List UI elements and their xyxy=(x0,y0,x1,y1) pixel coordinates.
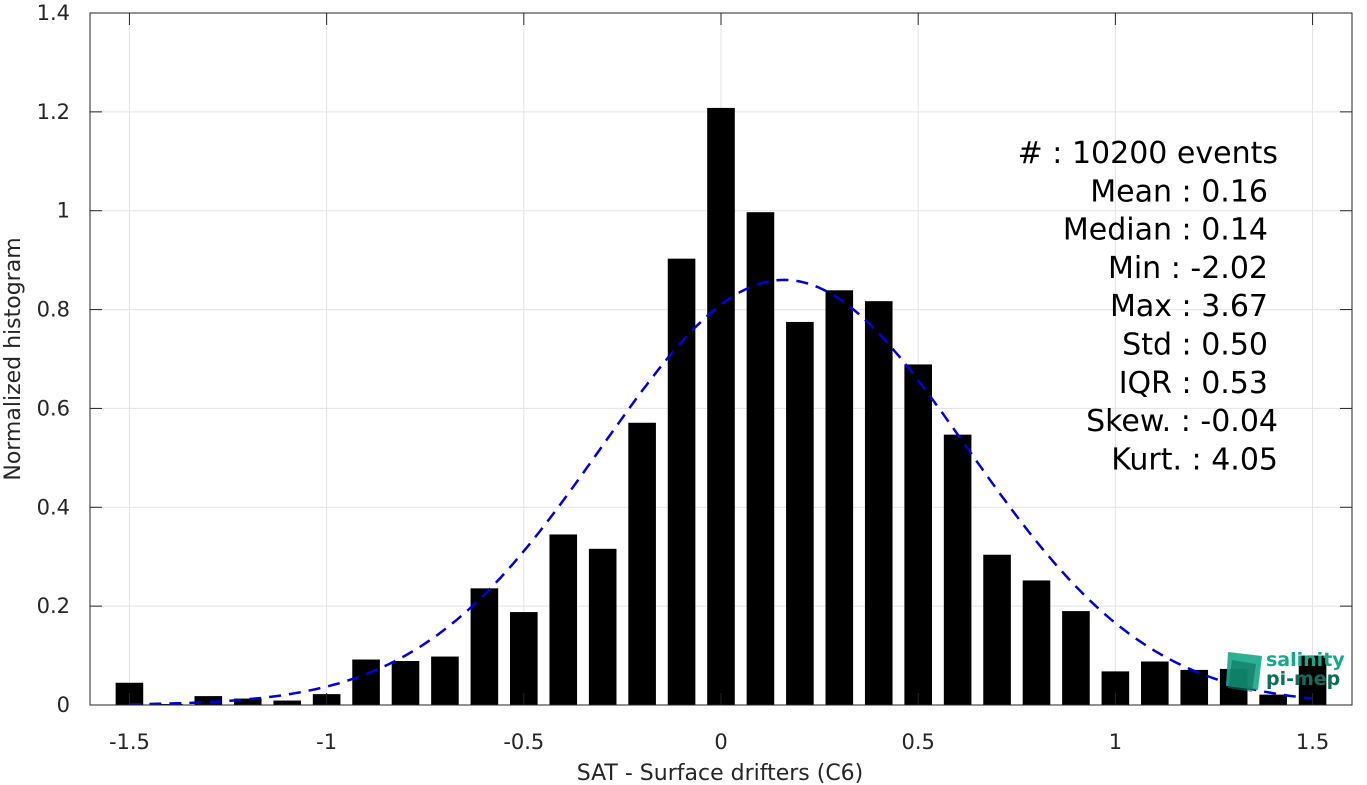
stat-line: Mean : 0.16 xyxy=(1090,174,1268,209)
y-tick-label: 0 xyxy=(57,693,70,717)
stat-line: IQR : 0.53 xyxy=(1119,366,1268,401)
y-tick-label: 1.2 xyxy=(37,100,70,124)
histogram-bar xyxy=(549,534,578,705)
histogram-bar xyxy=(1141,661,1169,705)
x-tick-label: 0.5 xyxy=(901,730,934,754)
logo-text-line1: salinity xyxy=(1266,649,1345,671)
histogram-bar xyxy=(233,698,262,705)
y-tick-label: 0.8 xyxy=(37,298,70,322)
histogram-bar xyxy=(1180,669,1209,705)
histogram-bar xyxy=(194,696,223,705)
y-tick-label: 0.6 xyxy=(37,396,70,420)
stat-line: Max : 3.67 xyxy=(1110,289,1268,324)
histogram-bar xyxy=(588,548,617,705)
salinity-pi-mep-logo: salinity pi-mep xyxy=(1226,649,1345,692)
y-tick-label: 1.4 xyxy=(37,1,70,25)
y-axis-label: Normalized histogram xyxy=(1,237,26,480)
y-tick-label: 0.4 xyxy=(37,495,70,519)
histogram-bar xyxy=(391,661,420,705)
histogram-bar xyxy=(786,321,814,705)
y-tick-label: 0.2 xyxy=(37,594,70,618)
logo-text-line2: pi-mep xyxy=(1266,668,1340,690)
histogram-bar xyxy=(352,659,380,705)
histogram-bar xyxy=(628,422,656,705)
stat-line: # : 10200 events xyxy=(1018,136,1278,171)
histogram-bar xyxy=(431,656,459,705)
logo-mark-shadow-icon xyxy=(1228,660,1256,692)
x-axis-ticks: -1.5 -1 -0.5 0 0.5 1 1.5 xyxy=(109,13,1329,754)
histogram-bar xyxy=(510,612,538,705)
stat-line: Kurt. : 4.05 xyxy=(1111,442,1278,477)
histogram-bar xyxy=(864,301,893,705)
histogram-bars xyxy=(115,107,1327,706)
stat-line: Median : 0.14 xyxy=(1063,213,1268,248)
histogram-bar xyxy=(1259,694,1287,705)
x-tick-label: -1 xyxy=(316,730,337,754)
y-tick-label: 1 xyxy=(57,199,70,223)
x-tick-label: 1.5 xyxy=(1296,730,1329,754)
x-tick-label: -0.5 xyxy=(503,730,544,754)
histogram-bar xyxy=(1062,611,1090,705)
histogram-bar xyxy=(273,700,301,705)
x-tick-label: 0 xyxy=(714,730,727,754)
histogram-bar xyxy=(667,258,696,705)
histogram-bar xyxy=(825,290,854,705)
histogram-bar xyxy=(904,364,932,705)
histogram-bar xyxy=(983,554,1011,705)
histogram-bar xyxy=(1022,580,1051,705)
histogram-bar xyxy=(943,434,972,705)
stat-line: Std : 0.50 xyxy=(1122,328,1268,363)
x-axis-label: SAT - Surface drifters (C6) xyxy=(577,761,864,785)
histogram-bar xyxy=(470,588,499,705)
x-tick-label: 1 xyxy=(1109,730,1122,754)
histogram-bar xyxy=(746,212,775,705)
stat-line: Min : -2.02 xyxy=(1108,251,1268,286)
x-tick-label: -1.5 xyxy=(109,730,150,754)
y-axis-ticks: 0 0.2 0.4 0.6 0.8 1 1.2 1.4 xyxy=(37,1,1352,717)
stat-line: Skew. : -0.04 xyxy=(1086,404,1278,439)
histogram-bar xyxy=(707,107,735,706)
